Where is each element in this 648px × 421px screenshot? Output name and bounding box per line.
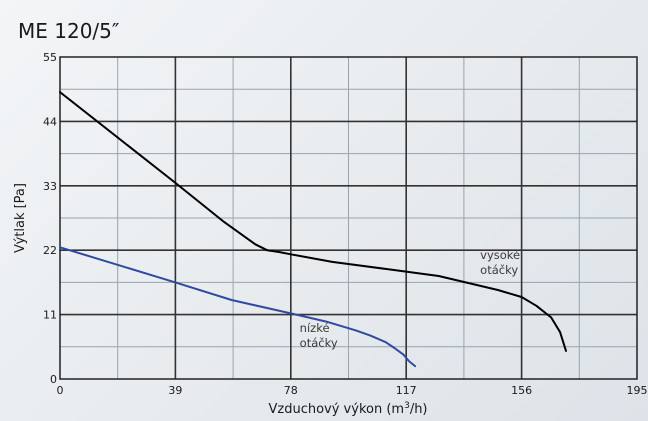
series-line-high-speed (59, 91, 567, 352)
grid-minor (60, 57, 637, 379)
x-tick-label: 156 (511, 384, 532, 397)
x-tick-label: 39 (168, 384, 182, 397)
annotations: vysoké otáčky nízké otáčky (300, 248, 520, 350)
x-tick-label: 78 (284, 384, 298, 397)
y-tick-label: 0 (50, 373, 57, 386)
chart-title: ME 120/5″ (18, 19, 119, 43)
y-tick-label: 22 (43, 244, 57, 257)
y-axis-label: Výtlak [Pa] (13, 183, 28, 253)
annotation-high-speed: vysoké otáčky (480, 248, 520, 277)
y-tick-labels: 0 11 22 33 44 55 (43, 51, 57, 386)
series-layer (59, 91, 567, 368)
x-tick-label: 117 (396, 384, 417, 397)
x-axis-label: Vzduchový výkon (m3/h) (268, 401, 427, 417)
grid-major (60, 57, 637, 379)
y-tick-label: 33 (43, 180, 57, 193)
annotation-low-speed: nízké otáčky (300, 321, 338, 350)
y-tick-label: 44 (43, 115, 57, 128)
x-tick-label: 195 (627, 384, 648, 397)
x-tick-labels: 0 39 78 117 156 195 (57, 384, 648, 397)
plot-frame (59, 56, 638, 380)
y-tick-label: 11 (43, 309, 57, 322)
y-tick-label: 55 (43, 51, 57, 64)
series-line-low-speed (59, 246, 417, 368)
x-tick-label: 0 (57, 384, 64, 397)
